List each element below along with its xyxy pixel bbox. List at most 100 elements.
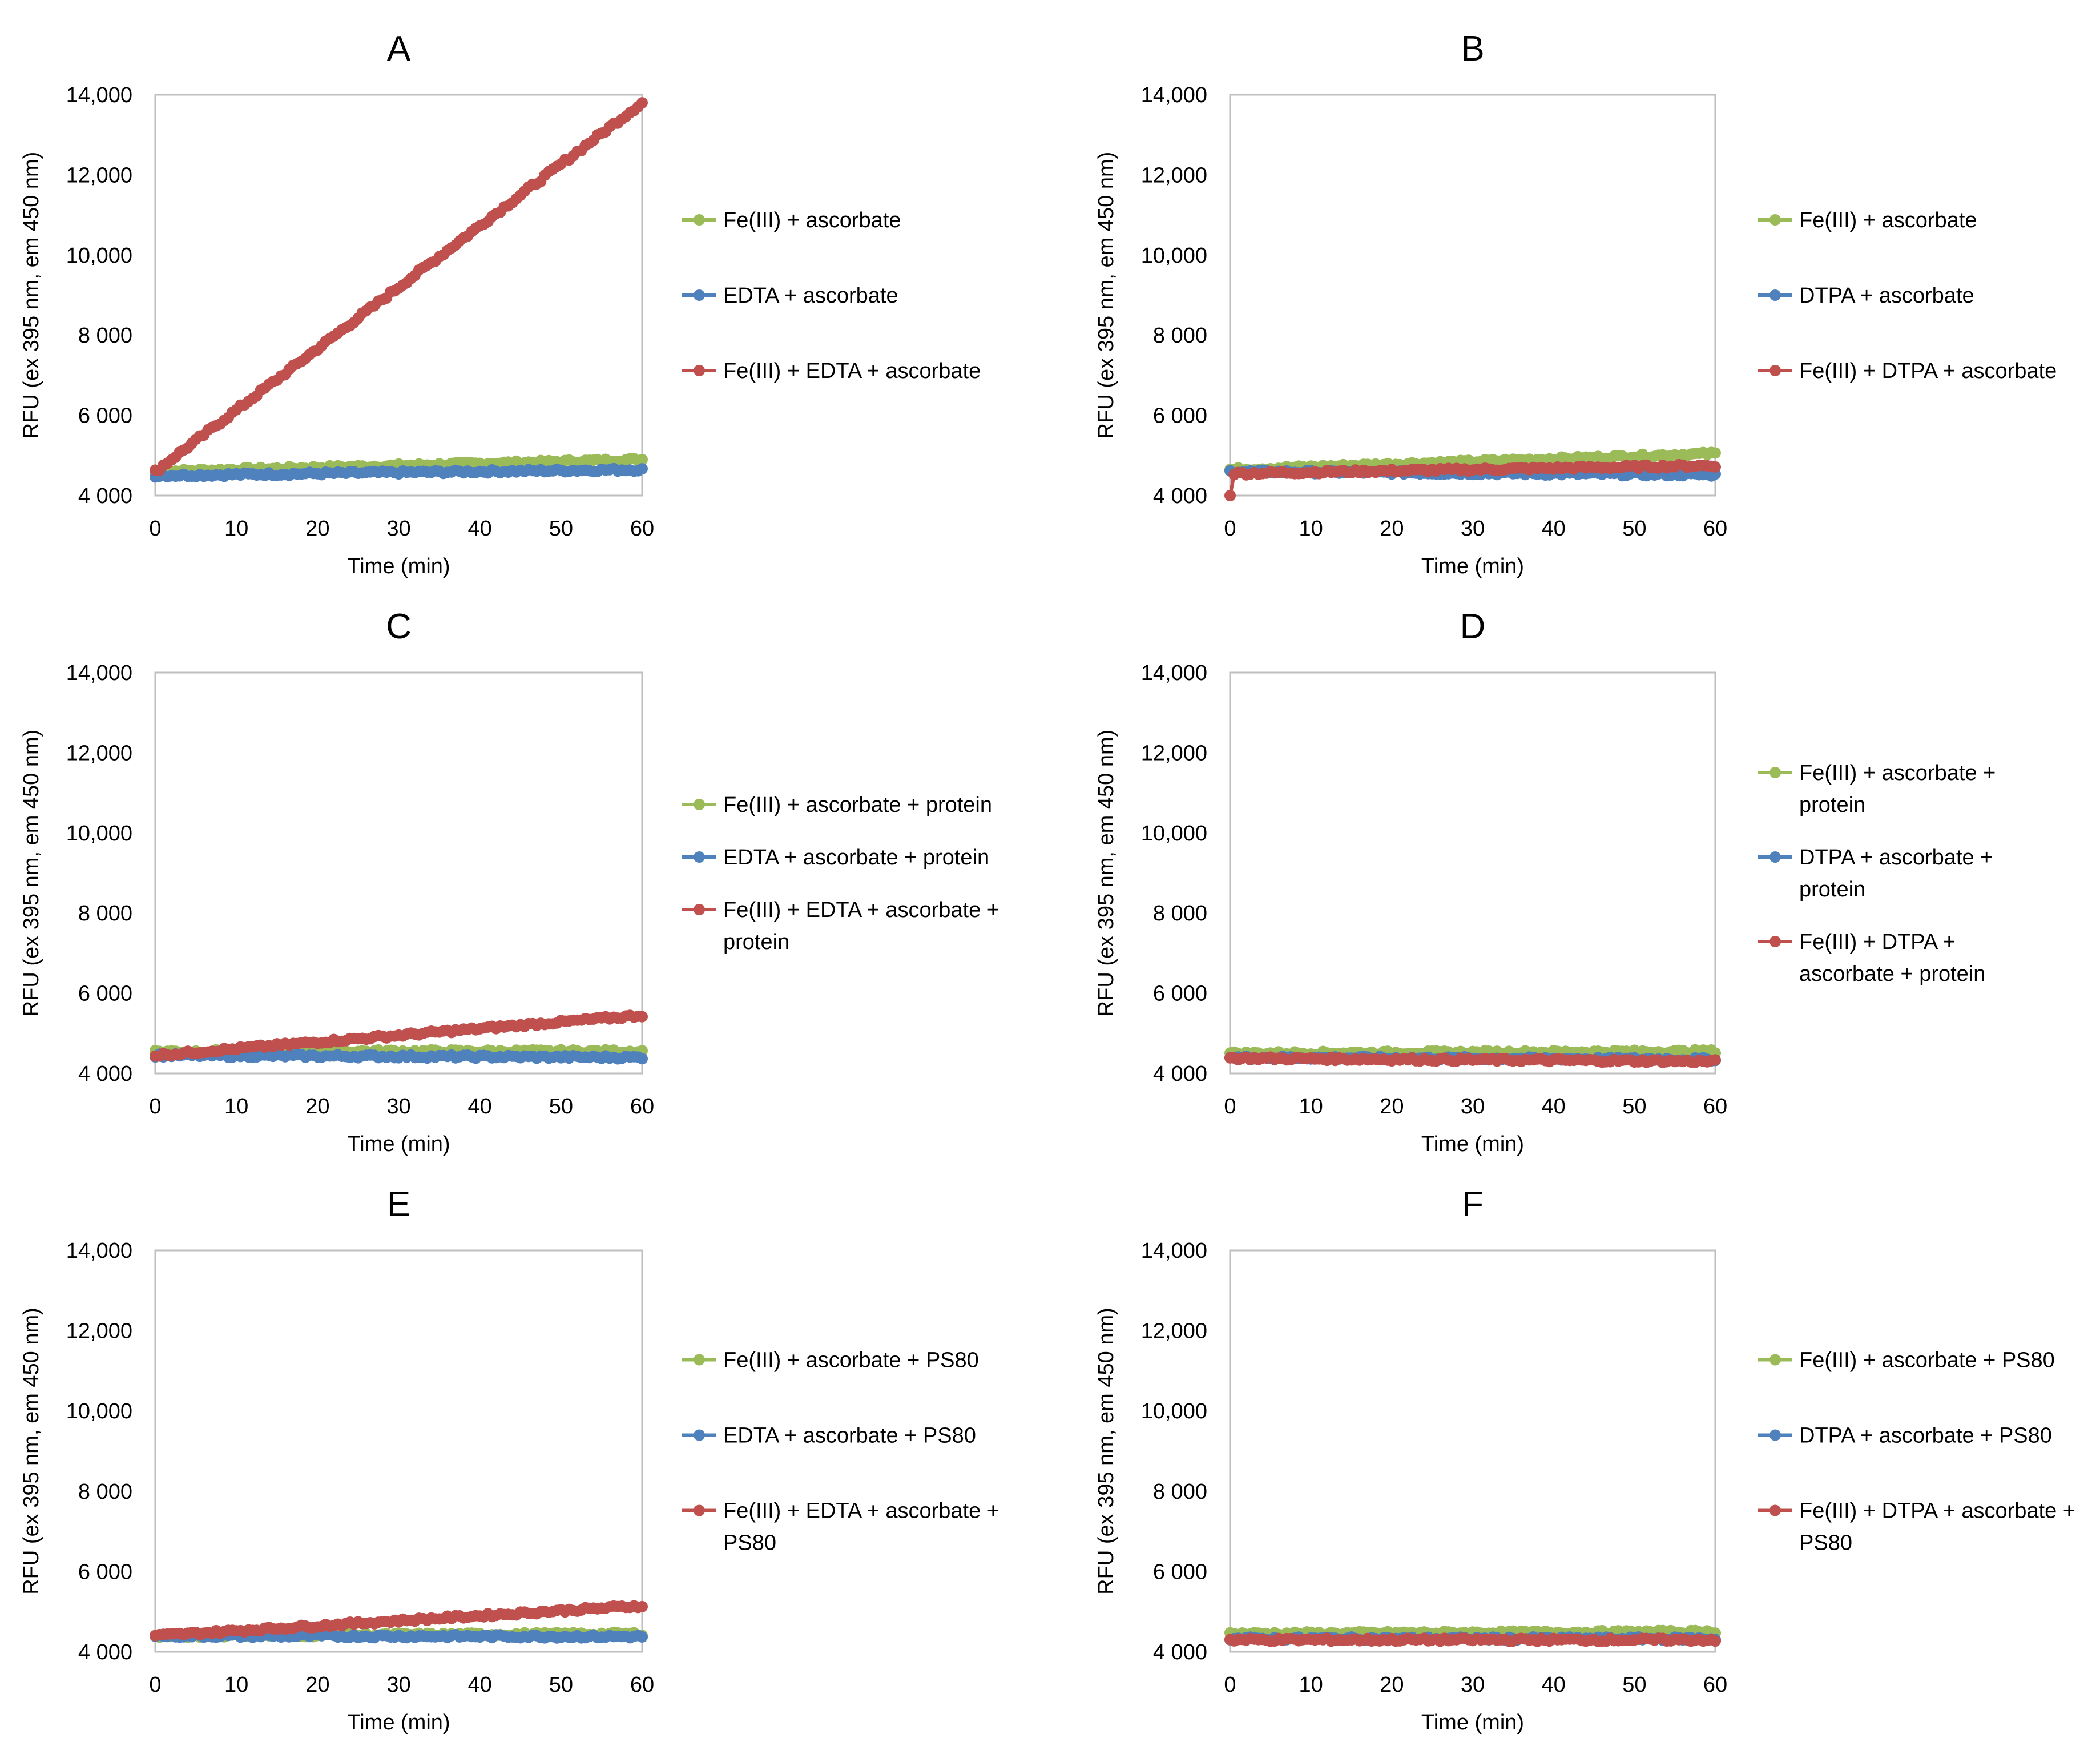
y-tick-label: 10,000	[1141, 1399, 1207, 1423]
panel-title: E	[387, 1185, 410, 1224]
y-tick-label: 12,000	[1141, 163, 1207, 187]
x-tick-label: 20	[1380, 517, 1404, 541]
legend-item: Fe(III) + ascorbate + protein	[1758, 761, 1996, 817]
legend: Fe(III) + ascorbate + protein DTPA + ascor…	[1758, 761, 1996, 986]
x-axis-title: Time (min)	[347, 554, 450, 578]
y-tick-label: 8 000	[78, 902, 132, 926]
x-tick-label: 30	[386, 1673, 410, 1697]
x-tick-label: 30	[386, 517, 410, 541]
x-tick-label: 0	[149, 1673, 161, 1697]
legend-label: DTPA + ascorbate	[1799, 284, 1974, 308]
legend-label: EDTA + ascorbate	[723, 284, 898, 308]
x-axis-title: Time (min)	[347, 1711, 450, 1735]
x-axis-title: Time (min)	[347, 1132, 450, 1156]
legend-marker	[694, 904, 705, 915]
x-tick-label: 20	[305, 1673, 329, 1697]
y-tick-label: 14,000	[66, 661, 132, 685]
legend-item: Fe(III) + ascorbate + PS80	[682, 1349, 979, 1373]
legend-item: Fe(III) + EDTA + ascorbate + protein	[682, 898, 999, 954]
chart-panel-c: C 4 000 6 000 8 000 10,000 12,000 14,000 0 10 20 3…	[19, 607, 999, 1156]
legend-label: Fe(III) + ascorbate + PS80	[723, 1349, 979, 1373]
legend-label: Fe(III) + ascorbate + PS80	[1799, 1349, 2055, 1373]
y-tick-label: 4 000	[1153, 1062, 1207, 1086]
plot-area	[1229, 671, 1716, 1075]
y-tick-label: 6 000	[1153, 982, 1207, 1006]
panel-title: A	[387, 29, 411, 69]
legend: Fe(III) + ascorbate + protein EDTA + asco…	[682, 793, 999, 954]
data-point	[1710, 447, 1721, 459]
x-tick-label: 40	[1542, 1673, 1566, 1697]
y-axis-title: RFU (ex 395 nm, em 450 nm)	[1094, 1308, 1118, 1595]
y-tick-label: 10,000	[1141, 244, 1207, 268]
legend-marker	[694, 1504, 705, 1516]
series-red	[150, 97, 648, 476]
chart-panel-f: F 4 000 6 000 8 000 10,000 12,000 14,000 0 10 20 3…	[1094, 1185, 2075, 1735]
x-tick-label: 10	[224, 1673, 248, 1697]
plot-area	[1229, 1249, 1716, 1653]
legend-label: Fe(III) + ascorbate	[1799, 208, 1977, 232]
x-tick-label: 40	[468, 1673, 492, 1697]
y-tick-label: 14,000	[1141, 661, 1207, 685]
legend-item: Fe(III) + EDTA + ascorbate	[682, 359, 981, 383]
legend: Fe(III) + ascorbate EDTA + ascorbate Fe(II…	[682, 208, 981, 383]
series-red	[1224, 1051, 1721, 1068]
y-tick-label: 4 000	[78, 1062, 132, 1086]
legend-item: Fe(III) + ascorbate + PS80	[1758, 1349, 2055, 1373]
x-tick-label: 20	[305, 517, 329, 541]
y-tick-label: 4 000	[78, 1640, 132, 1664]
y-tick-label: 8 000	[1153, 902, 1207, 926]
legend-label: DTPA + ascorbate + PS80	[1799, 1424, 2052, 1448]
x-tick-label: 10	[1299, 1673, 1323, 1697]
legend-label: Fe(III) + EDTA + ascorbate	[723, 359, 981, 383]
chart-panel-e: E 4 000 6 000 8 000 10,000 12,000 14,000 0 10 20 3…	[19, 1185, 999, 1735]
legend-label: Fe(III) + ascorbate + protein	[723, 793, 992, 817]
x-tick-label: 40	[1542, 1095, 1566, 1119]
x-tick-label: 10	[224, 1095, 248, 1119]
series-red	[150, 1600, 648, 1642]
x-tick-label: 30	[386, 1095, 410, 1119]
series-red	[150, 1009, 648, 1062]
x-tick-label: 20	[305, 1095, 329, 1119]
x-tick-label: 10	[224, 517, 248, 541]
plot-area	[154, 94, 643, 497]
x-tick-label: 0	[1224, 1095, 1236, 1119]
x-tick-label: 30	[1461, 1673, 1485, 1697]
legend-label: Fe(III) + DTPA + ascorbate + PS80	[1799, 1499, 2075, 1555]
x-tick-label: 60	[630, 1673, 654, 1697]
y-tick-label: 4 000	[78, 484, 132, 508]
data-point	[1224, 490, 1236, 501]
y-tick-label: 6 000	[78, 1560, 132, 1584]
x-tick-label: 40	[1542, 517, 1566, 541]
y-tick-label: 10,000	[66, 822, 132, 846]
series-blue	[150, 462, 648, 483]
panel-title: D	[1460, 607, 1486, 646]
chart-panel-b: B 4 000 6 000 8 000 10,000 12,000 14,000 0 10 20 3…	[1094, 29, 2057, 578]
x-tick-label: 10	[1299, 1095, 1323, 1119]
data-point	[1710, 461, 1721, 473]
data-point	[636, 463, 648, 475]
y-axis-title: RFU (ex 395 nm, em 450 nm)	[19, 152, 43, 439]
legend-label: Fe(III) + ascorbate + protein	[1799, 761, 1996, 817]
legend-marker	[694, 289, 705, 301]
legend-marker	[1770, 1504, 1781, 1516]
y-tick-label: 8 000	[78, 324, 132, 348]
y-axis-title: RFU (ex 395 nm, em 450 nm)	[19, 730, 43, 1017]
x-tick-label: 30	[1461, 1095, 1485, 1119]
x-tick-label: 60	[630, 517, 654, 541]
y-tick-label: 12,000	[66, 163, 132, 187]
x-axis-title: Time (min)	[1421, 1711, 1524, 1735]
plot-area	[154, 1249, 643, 1653]
y-tick-label: 12,000	[66, 1319, 132, 1343]
legend: Fe(III) + ascorbate + PS80 EDTA + ascorba…	[682, 1349, 999, 1555]
legend-item: DTPA + ascorbate + PS80	[1758, 1424, 2052, 1448]
legend-item: Fe(III) + DTPA + ascorbate + PS80	[1758, 1499, 2075, 1555]
legend-label: Fe(III) + EDTA + ascorbate + PS80	[723, 1499, 999, 1555]
x-tick-label: 20	[1380, 1095, 1404, 1119]
legend-item: Fe(III) + DTPA + ascorbate + protein	[1758, 930, 1985, 986]
x-tick-label: 50	[549, 517, 573, 541]
y-tick-label: 12,000	[66, 741, 132, 765]
plot-area	[154, 671, 643, 1075]
legend-label: Fe(III) + ascorbate	[723, 208, 901, 232]
panel-title: B	[1461, 29, 1484, 69]
